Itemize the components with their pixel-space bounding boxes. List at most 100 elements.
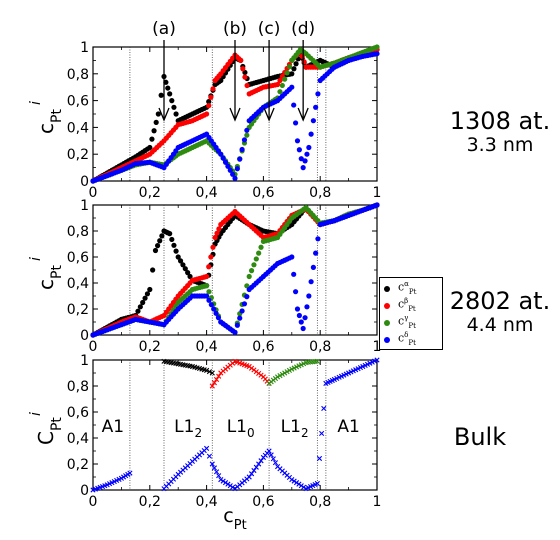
- x-tick-label: 0,4: [195, 494, 217, 510]
- data-point: [302, 315, 308, 321]
- y-tick-label: 1: [80, 353, 89, 369]
- panel2-atoms: 2802 at.: [449, 287, 551, 315]
- data-point: [169, 98, 175, 104]
- data-point: [222, 159, 229, 165]
- data-point: [135, 308, 141, 314]
- series-β: [90, 202, 380, 338]
- y-tick-label: 0,6: [67, 250, 89, 266]
- data-point: [293, 480, 300, 486]
- data-point: [321, 405, 327, 412]
- data-point: [253, 464, 259, 470]
- data-point: [214, 230, 220, 236]
- data-point: [206, 289, 212, 295]
- data-point: [213, 310, 219, 316]
- data-point: [204, 111, 210, 117]
- phase-label: L12: [281, 417, 309, 440]
- data-point: [300, 325, 306, 332]
- data-point: [209, 370, 215, 376]
- x-tick-label: 0,6: [252, 185, 274, 201]
- data-point: [251, 467, 257, 474]
- data-point: [213, 469, 220, 475]
- data-point: [244, 294, 250, 300]
- data-point: [277, 89, 283, 95]
- data-point: [296, 147, 302, 153]
- data-point: [304, 151, 310, 157]
- annotation-label: (b): [223, 19, 247, 39]
- data-point: [234, 166, 240, 172]
- data-point: [173, 111, 179, 117]
- panel1-atoms: 1308 at.: [449, 107, 551, 135]
- x-tick-label: 0,2: [139, 339, 161, 355]
- y-tick-label: 0: [80, 483, 89, 499]
- phase-label: A1: [337, 417, 359, 437]
- data-point: [208, 94, 214, 100]
- data-point: [210, 244, 216, 250]
- y-tick-label: 0: [80, 328, 89, 344]
- legend-item-beta: cβPt: [384, 297, 442, 313]
- data-point: [237, 315, 243, 321]
- data-point: [147, 286, 153, 293]
- data-point: [204, 283, 210, 289]
- data-point: [232, 329, 238, 335]
- data-point: [316, 455, 323, 462]
- data-point: [296, 312, 302, 319]
- annotation-label: (d): [291, 19, 315, 39]
- data-point: [374, 44, 380, 50]
- x-tick-label: 0,6: [252, 494, 274, 510]
- data-point: [149, 136, 155, 142]
- data-point: [241, 137, 248, 143]
- data-point: [279, 82, 285, 89]
- data-point: [218, 77, 224, 84]
- data-point: [286, 64, 293, 70]
- data-point: [211, 465, 217, 471]
- data-point: [289, 477, 295, 483]
- data-point: [275, 81, 281, 88]
- data-point: [313, 104, 319, 110]
- data-point: [268, 452, 274, 458]
- data-point: [232, 175, 238, 181]
- data-point: [291, 478, 297, 484]
- data-point: [244, 82, 250, 89]
- data-point: [302, 158, 308, 164]
- y-tick-label: 0,2: [67, 147, 89, 163]
- data-point: [308, 279, 314, 285]
- data-point: [291, 271, 297, 277]
- y-axis-label-sup: i: [28, 257, 44, 261]
- data-point: [315, 91, 321, 97]
- data-point: [374, 357, 380, 363]
- data-point: [298, 156, 304, 162]
- data-point: [220, 478, 226, 484]
- data-point: [230, 171, 236, 177]
- x-tick-label: 0: [89, 185, 98, 201]
- data-point: [137, 304, 143, 310]
- phase-label: L10: [227, 417, 255, 440]
- annotation-arrow-head: [297, 107, 309, 122]
- data-point: [209, 383, 215, 389]
- data-point: [239, 308, 245, 314]
- series-δ: [90, 51, 380, 184]
- data-point: [208, 254, 214, 260]
- data-point: [294, 306, 301, 312]
- legend: cαPt cβPt cγPt cδPt: [379, 277, 443, 350]
- y-tick-label: 0,8: [67, 224, 89, 240]
- data-point: [266, 448, 272, 454]
- data-point: [314, 480, 320, 487]
- x-tick-label: 0,2: [139, 185, 161, 201]
- data-point: [227, 167, 233, 173]
- y-tick-label: 1: [80, 40, 89, 56]
- data-point: [204, 445, 210, 451]
- legend-item-gamma: cγPt: [384, 314, 442, 330]
- data-point: [256, 461, 262, 467]
- data-point: [222, 480, 229, 486]
- y-tick-label: 0,6: [67, 405, 89, 421]
- data-point: [293, 61, 299, 67]
- data-point: [291, 102, 297, 108]
- data-point: [270, 456, 276, 462]
- data-point: [244, 127, 250, 133]
- data-point: [204, 367, 210, 373]
- data-point: [282, 76, 288, 82]
- series-γ: [266, 358, 320, 386]
- data-point: [244, 283, 250, 289]
